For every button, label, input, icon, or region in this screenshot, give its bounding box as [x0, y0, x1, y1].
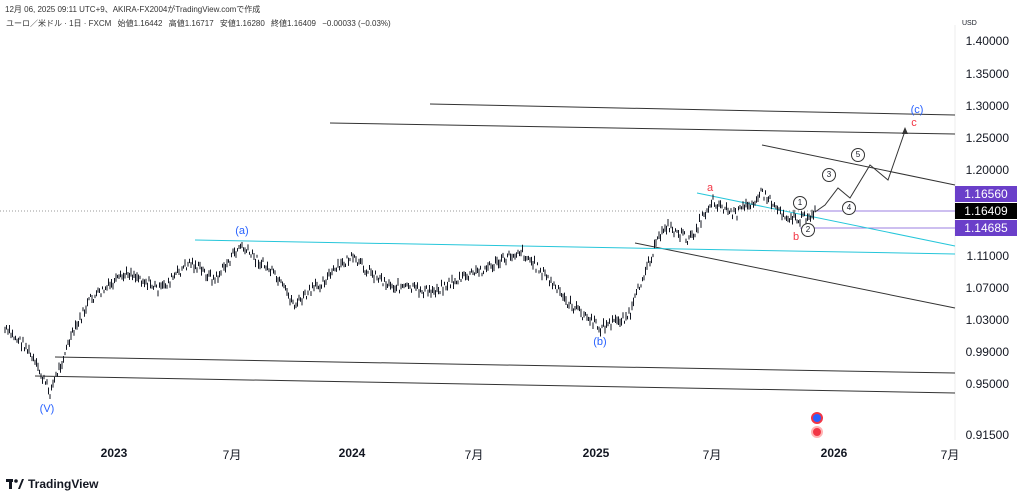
candles: [4, 187, 816, 399]
chart-caption: 12月 06, 2025 09:11 UTC+9、AKIRA-FX2004がTr…: [5, 5, 261, 14]
trend-line: [634, 242, 956, 309]
price-tick-label: 1.11000: [966, 249, 1010, 263]
wave-label-b: b: [792, 231, 800, 243]
symbol-name[interactable]: ユーロ／米ドル · 1日 · FXCM: [6, 19, 112, 28]
price-tick-label: 1.35000: [965, 67, 1009, 81]
trend-line: [194, 239, 956, 255]
projection-path[interactable]: [814, 130, 906, 213]
price-tick-label: 0.95000: [965, 377, 1009, 391]
wave-label-V: (V): [39, 403, 55, 415]
time-tick-label: 2026: [820, 446, 848, 460]
event-icon[interactable]: [811, 412, 823, 424]
time-tick-label: 7月: [464, 448, 484, 462]
price-badge: 1.16409: [955, 203, 1017, 219]
price-badge: 1.14685: [955, 220, 1017, 236]
time-tick-label: 7月: [702, 448, 722, 462]
price-tick-label: 1.03000: [965, 313, 1009, 327]
cyan-lines[interactable]: [194, 192, 956, 255]
wave-label-3: 3: [822, 168, 836, 182]
close-value: 終値1.16409: [271, 19, 316, 28]
trend-line: [761, 144, 956, 186]
tradingview-logo-icon: [6, 479, 24, 489]
wave-label-a: a: [706, 182, 714, 194]
price-tick-label: 0.91500: [965, 428, 1009, 442]
wave-label-b-big: (b): [593, 336, 607, 348]
high-value: 高値1.16717: [168, 19, 214, 28]
price-tick-label: 1.07000: [965, 281, 1009, 295]
wave-label-4: 4: [842, 201, 856, 215]
time-tick-label: 2024: [338, 446, 366, 460]
tradingview-logo[interactable]: TradingView: [6, 477, 98, 491]
trend-line: [34, 375, 956, 394]
time-tick-label: 7月: [222, 448, 242, 462]
change-value: −0.00033 (−0.03%): [322, 19, 391, 28]
candle-bars: [4, 187, 816, 399]
price-badge: 1.16560: [955, 186, 1017, 202]
symbol-legend: ユーロ／米ドル · 1日 · FXCM 始値1.16442 高値1.16717 …: [6, 18, 395, 29]
trend-line: [696, 192, 956, 247]
trend-line: [429, 103, 956, 116]
arrow-head-icon: [902, 127, 908, 134]
event-icon[interactable]: [811, 426, 823, 438]
low-value: 安値1.16280: [219, 19, 265, 28]
wave-label-c: c: [911, 117, 917, 129]
wave-label-a-big: (a): [235, 225, 249, 237]
price-tick-label: 1.30000: [965, 99, 1009, 113]
wave-label-1: 1: [793, 196, 807, 210]
price-tick-label: 1.40000: [965, 34, 1009, 48]
price-tick-label: 1.25000: [965, 131, 1009, 145]
price-tick-label: 1.20000: [965, 163, 1009, 177]
time-tick-label: 2023: [100, 446, 128, 460]
wave-label-2: 2: [801, 223, 815, 237]
price-tick-label: 0.99000: [965, 345, 1009, 359]
currency-label: USD: [962, 20, 977, 27]
time-tick-label: 2025: [582, 446, 610, 460]
brand-name: TradingView: [28, 477, 99, 491]
trend-line: [329, 122, 956, 135]
wave-label-5: 5: [851, 148, 865, 162]
trend-line: [54, 356, 956, 374]
wave-label-c-big: (c): [910, 104, 924, 116]
trend-lines[interactable]: [34, 103, 956, 394]
open-value: 始値1.16442: [117, 19, 163, 28]
time-tick-label: 7月: [940, 448, 960, 462]
